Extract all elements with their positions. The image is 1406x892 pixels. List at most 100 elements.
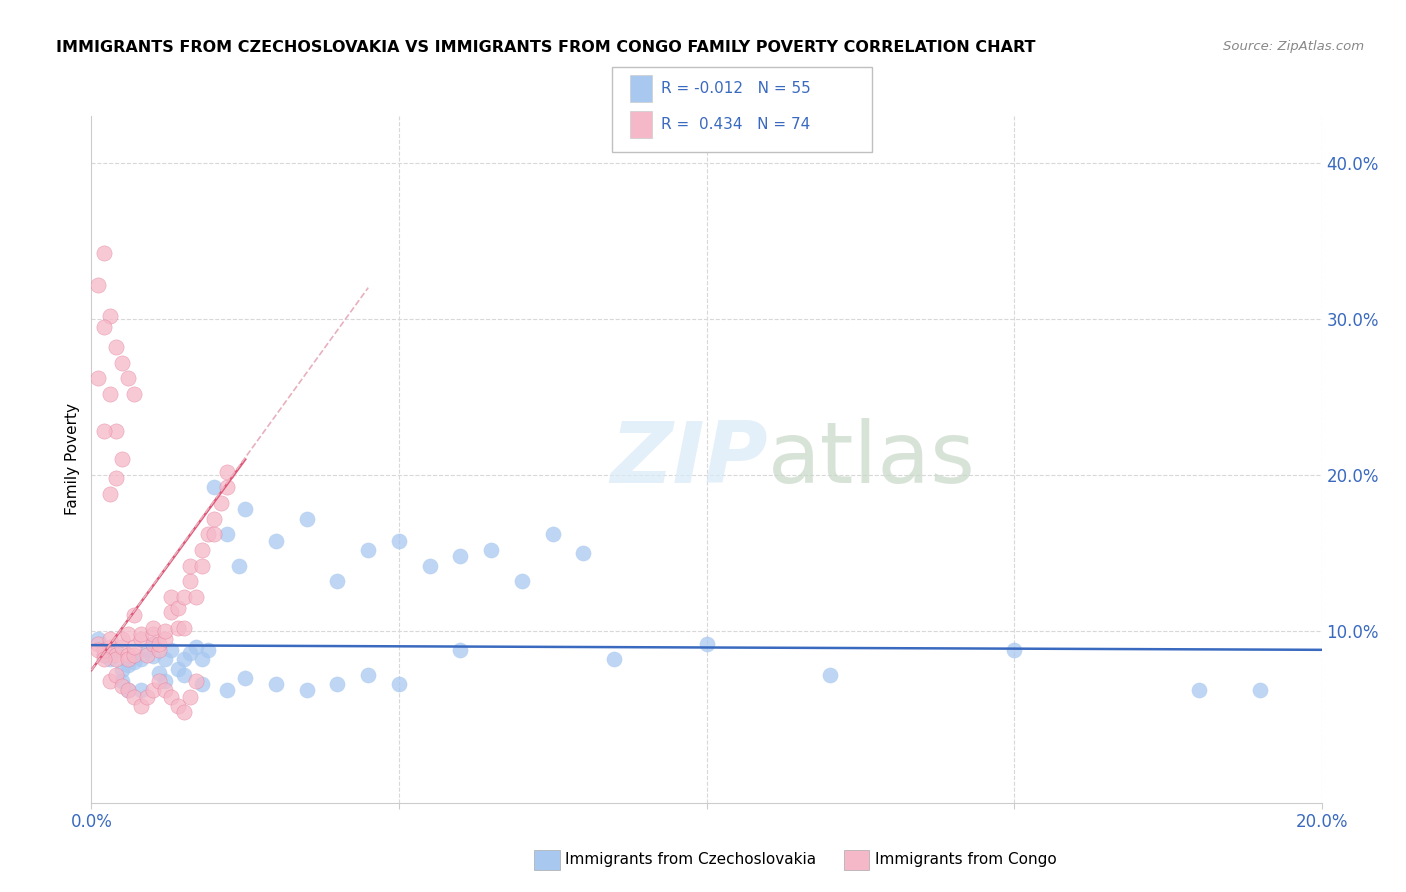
Point xyxy=(129,699,152,714)
Point xyxy=(173,621,195,635)
Point xyxy=(191,652,214,666)
Point xyxy=(135,648,157,662)
Point xyxy=(129,632,152,646)
Point xyxy=(173,667,195,681)
Point xyxy=(153,652,177,666)
Point xyxy=(124,648,146,662)
Point xyxy=(105,340,127,354)
Point xyxy=(179,558,201,573)
Point xyxy=(117,658,139,673)
Point xyxy=(105,652,127,666)
Point xyxy=(197,527,219,541)
Point xyxy=(173,705,195,719)
Point xyxy=(129,683,152,698)
Point xyxy=(98,309,121,323)
Point xyxy=(202,512,225,526)
Point xyxy=(160,590,183,604)
Point xyxy=(93,648,115,662)
Point xyxy=(295,683,318,698)
Point xyxy=(148,637,170,651)
Point xyxy=(1002,642,1025,657)
Point xyxy=(148,666,170,681)
Point xyxy=(93,319,115,334)
Point xyxy=(142,649,165,664)
Point xyxy=(117,648,139,662)
Point xyxy=(166,621,188,635)
Point xyxy=(142,637,165,651)
Point xyxy=(264,677,287,691)
Point xyxy=(1249,683,1271,698)
Point xyxy=(215,683,238,698)
Point xyxy=(111,355,134,369)
Point xyxy=(135,690,157,704)
Point xyxy=(173,652,195,666)
Text: Immigrants from Czechoslovakia: Immigrants from Czechoslovakia xyxy=(565,853,817,867)
Text: R = -0.012   N = 55: R = -0.012 N = 55 xyxy=(661,81,811,95)
Point xyxy=(142,637,165,651)
Point xyxy=(449,642,471,657)
Point xyxy=(603,652,626,666)
Point xyxy=(233,502,256,516)
Point xyxy=(86,637,108,651)
Point xyxy=(93,648,115,662)
Point xyxy=(388,533,411,548)
Point xyxy=(124,608,146,623)
Point xyxy=(209,496,232,510)
Point xyxy=(541,527,564,541)
Point xyxy=(117,627,139,641)
Point xyxy=(696,637,718,651)
Point xyxy=(160,642,183,657)
Text: R =  0.434   N = 74: R = 0.434 N = 74 xyxy=(661,117,810,132)
Point xyxy=(124,690,146,704)
Text: ZIP: ZIP xyxy=(610,417,768,501)
Y-axis label: Family Poverty: Family Poverty xyxy=(65,403,80,516)
Point xyxy=(179,690,201,704)
Point xyxy=(184,674,207,689)
Point xyxy=(1187,683,1209,698)
Point xyxy=(153,632,177,646)
Point xyxy=(111,663,134,677)
Point xyxy=(153,624,177,639)
Point xyxy=(215,527,238,541)
Text: Source: ZipAtlas.com: Source: ZipAtlas.com xyxy=(1223,40,1364,54)
Point xyxy=(142,627,165,641)
Point xyxy=(117,371,139,385)
Point xyxy=(166,699,188,714)
Point xyxy=(111,674,134,689)
Point xyxy=(111,452,134,467)
Point xyxy=(572,546,595,560)
Point xyxy=(142,683,165,698)
Point xyxy=(86,277,108,292)
Point xyxy=(191,558,214,573)
Point xyxy=(479,542,502,557)
Point xyxy=(233,671,256,685)
Point xyxy=(215,465,238,479)
Point xyxy=(153,683,177,698)
Point xyxy=(117,683,139,698)
Point xyxy=(326,677,349,691)
Point xyxy=(105,642,127,657)
Point xyxy=(93,246,115,260)
Point xyxy=(228,558,250,573)
Point xyxy=(202,527,225,541)
Point xyxy=(105,667,127,681)
Point xyxy=(326,574,349,589)
Point xyxy=(197,642,219,657)
Point xyxy=(148,674,170,689)
Point xyxy=(93,652,115,666)
Point xyxy=(388,677,411,691)
Point xyxy=(124,655,146,669)
Point xyxy=(357,667,380,681)
Point xyxy=(160,690,183,704)
Point xyxy=(510,574,533,589)
Point xyxy=(124,387,146,401)
Point xyxy=(264,533,287,548)
Point xyxy=(449,549,471,564)
Point xyxy=(295,512,318,526)
Point xyxy=(86,642,108,657)
Point xyxy=(184,590,207,604)
Point xyxy=(357,542,380,557)
Point xyxy=(191,542,214,557)
Point xyxy=(818,667,841,681)
Point xyxy=(93,642,115,657)
